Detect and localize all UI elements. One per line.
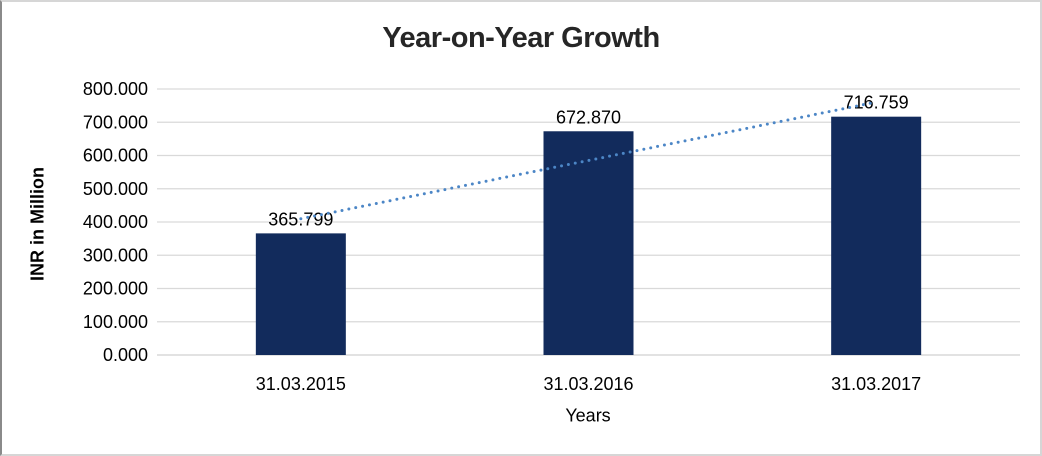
y-tick-label: 0.000 (103, 345, 148, 365)
y-tick-label: 400.000 (83, 212, 148, 232)
bar (255, 233, 346, 355)
bar (543, 131, 634, 355)
y-tick-label: 800.000 (83, 79, 148, 99)
y-tick-label: 600.000 (83, 146, 148, 166)
bar-value-label: 716.759 (844, 93, 909, 113)
y-tick-label: 500.000 (83, 179, 148, 199)
x-tick-label: 31.03.2015 (256, 374, 346, 394)
chart-title: Year-on-Year Growth (382, 22, 660, 54)
y-tick-label: 100.000 (83, 312, 148, 332)
bar (831, 116, 922, 355)
y-tick-label: 200.000 (83, 279, 148, 299)
x-axis-title: Years (565, 405, 611, 426)
x-tick-label: 31.03.2017 (831, 374, 921, 394)
y-tick-label: 300.000 (83, 245, 148, 265)
trendline (299, 100, 878, 221)
x-tick-label: 31.03.2016 (543, 374, 633, 394)
bar-value-label: 672.870 (556, 107, 621, 127)
y-tick-label: 700.000 (83, 112, 148, 132)
